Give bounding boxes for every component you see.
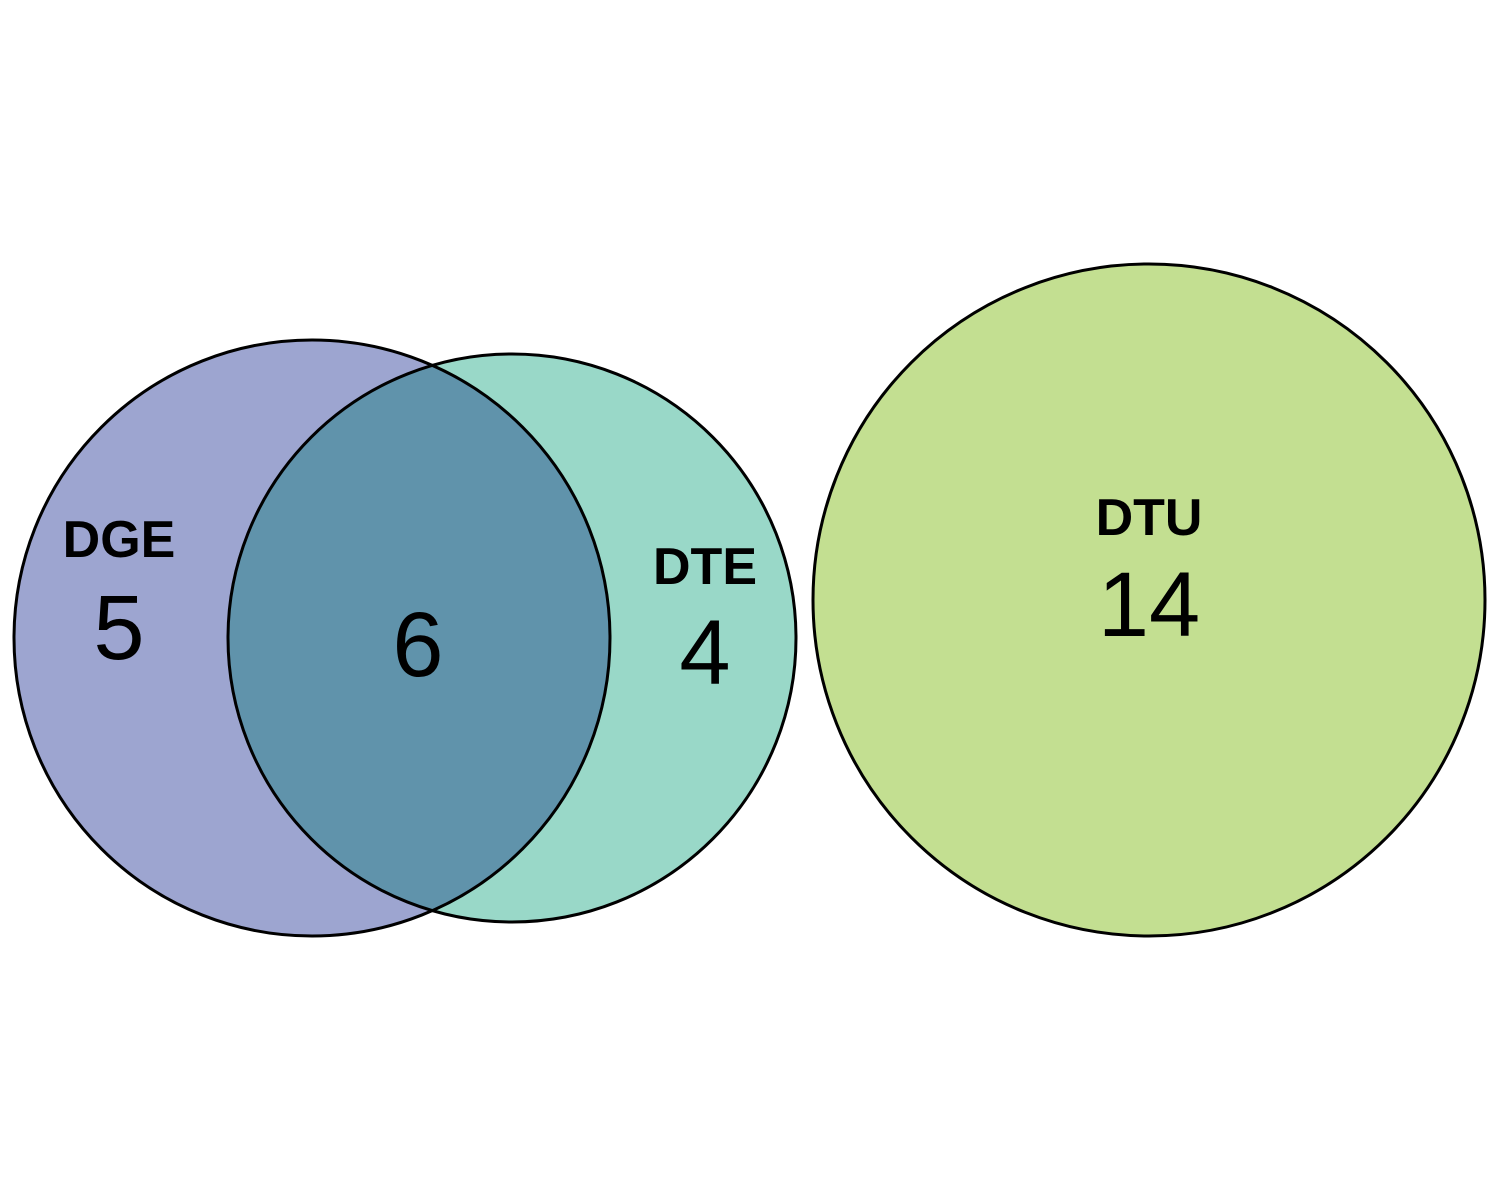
dte-set-label: DTE <box>653 538 757 596</box>
dtu-set-label: DTU <box>1096 489 1203 547</box>
dtu-circle-outline <box>811 262 1487 938</box>
dge-circle-outline <box>12 338 612 938</box>
dge-set-label: DGE <box>63 511 176 569</box>
dge-dte-overlap-count: 6 <box>392 594 443 696</box>
dge-dte-overlap <box>228 354 610 922</box>
dtu-circle <box>813 264 1485 936</box>
dge-only-count: 5 <box>93 577 144 679</box>
dtu-only-count: 14 <box>1098 554 1200 656</box>
dte-only-count: 4 <box>679 602 730 704</box>
dte-circle-outline <box>226 352 798 924</box>
